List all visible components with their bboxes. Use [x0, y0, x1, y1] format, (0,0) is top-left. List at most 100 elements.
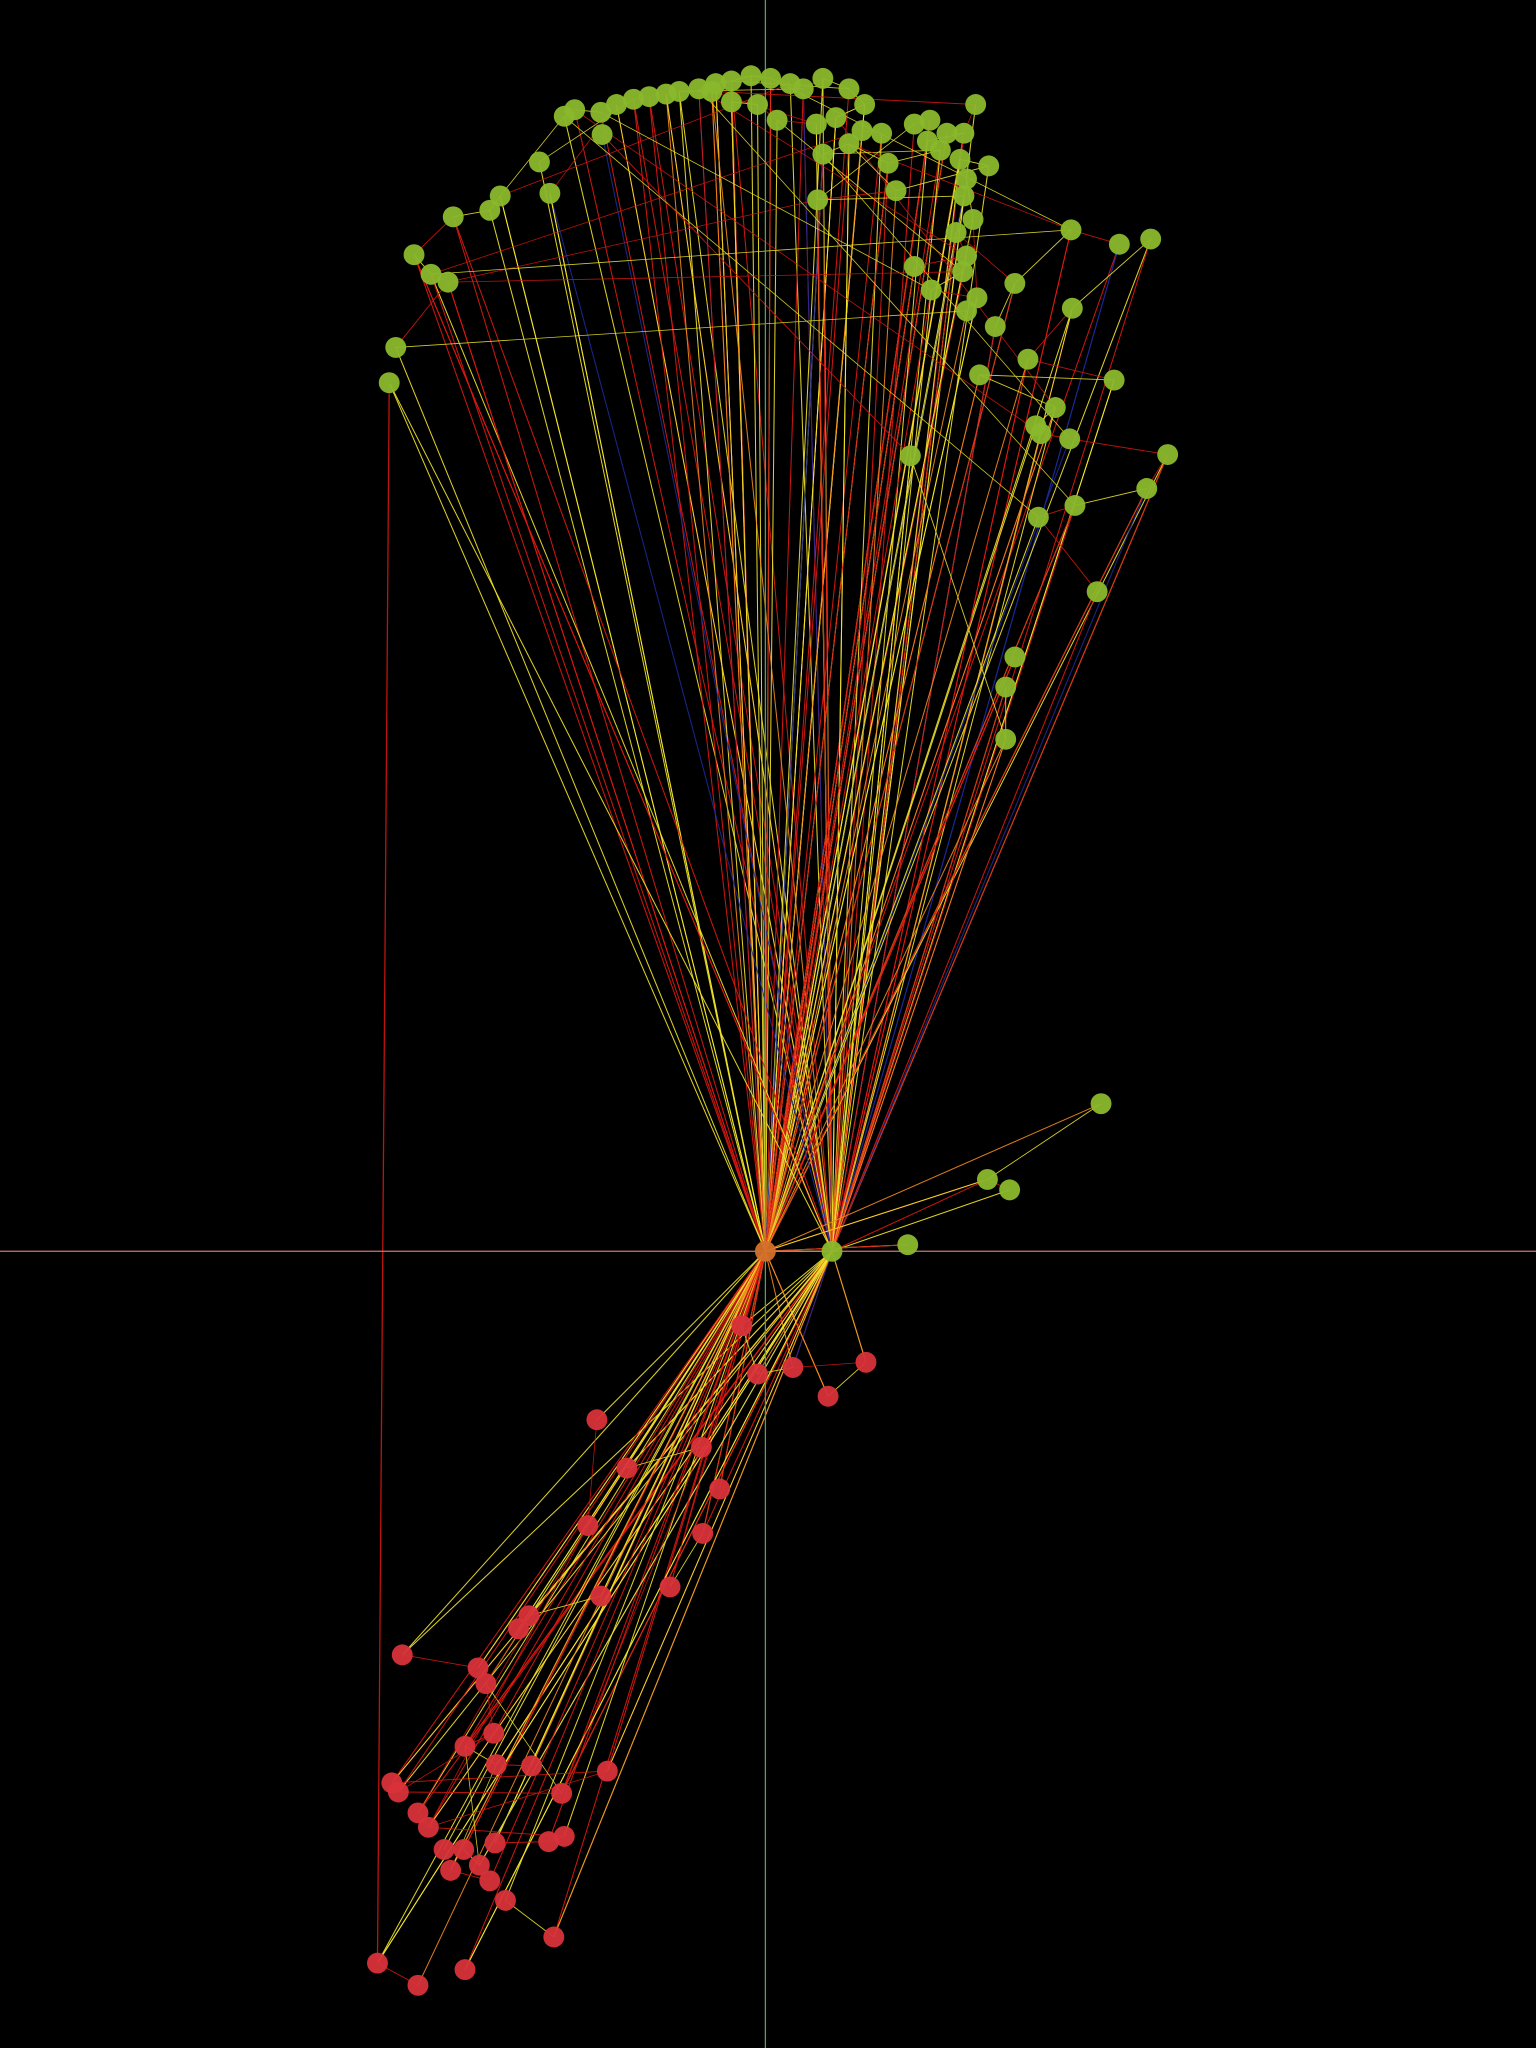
- graph-node[interactable]: [403, 244, 425, 266]
- graph-node[interactable]: [1060, 219, 1082, 241]
- graph-node[interactable]: [564, 99, 586, 121]
- graph-node[interactable]: [485, 1754, 507, 1776]
- graph-node[interactable]: [1004, 646, 1026, 668]
- graph-node[interactable]: [885, 180, 907, 202]
- graph-node[interactable]: [378, 372, 400, 394]
- graph-node[interactable]: [949, 148, 971, 170]
- graph-node[interactable]: [586, 1409, 608, 1431]
- graph-node[interactable]: [690, 1436, 712, 1458]
- graph-node[interactable]: [821, 1240, 843, 1262]
- graph-node[interactable]: [877, 152, 899, 174]
- graph-node[interactable]: [475, 1673, 497, 1695]
- graph-node[interactable]: [479, 199, 501, 221]
- graph-node[interactable]: [1027, 506, 1049, 528]
- graph-node[interactable]: [854, 94, 876, 115]
- graph-node[interactable]: [995, 728, 1017, 750]
- graph-node[interactable]: [805, 113, 827, 135]
- graph-node[interactable]: [871, 122, 893, 144]
- graph-node[interactable]: [543, 1926, 565, 1948]
- graph-node[interactable]: [903, 256, 925, 277]
- graph-node[interactable]: [668, 80, 690, 102]
- graph-node[interactable]: [1044, 397, 1066, 418]
- graph-node[interactable]: [920, 279, 942, 301]
- graph-node[interactable]: [437, 271, 459, 293]
- graph-node[interactable]: [897, 1234, 919, 1256]
- graph-node[interactable]: [1064, 495, 1086, 516]
- graph-node[interactable]: [440, 1859, 462, 1881]
- graph-node[interactable]: [965, 94, 987, 115]
- graph-node[interactable]: [978, 155, 1000, 177]
- graph-node[interactable]: [838, 133, 860, 155]
- graph-node[interactable]: [825, 107, 847, 128]
- graph-node[interactable]: [962, 208, 984, 230]
- graph-node[interactable]: [984, 316, 1006, 337]
- graph-node[interactable]: [747, 94, 768, 115]
- graph-node[interactable]: [483, 1722, 505, 1744]
- graph-node[interactable]: [495, 1889, 516, 1911]
- graph-node[interactable]: [1157, 444, 1179, 465]
- graph-node[interactable]: [659, 1576, 681, 1598]
- graph-node[interactable]: [754, 1240, 776, 1262]
- graph-node[interactable]: [747, 1363, 768, 1385]
- graph-node[interactable]: [577, 1515, 599, 1536]
- graph-node[interactable]: [391, 1644, 413, 1666]
- graph-node[interactable]: [782, 1357, 804, 1378]
- graph-node[interactable]: [945, 222, 967, 243]
- graph-node[interactable]: [692, 1522, 714, 1544]
- graph-node[interactable]: [952, 261, 974, 283]
- graph-node[interactable]: [720, 91, 742, 113]
- graph-node[interactable]: [489, 185, 511, 207]
- graph-node[interactable]: [956, 245, 977, 267]
- graph-node[interactable]: [591, 124, 613, 145]
- graph-node[interactable]: [899, 445, 921, 467]
- graph-node[interactable]: [508, 1618, 529, 1640]
- graph-node[interactable]: [367, 1952, 388, 1974]
- graph-node[interactable]: [1059, 428, 1081, 450]
- graph-node[interactable]: [701, 80, 723, 102]
- graph-node[interactable]: [538, 1831, 560, 1853]
- graph-node[interactable]: [1086, 581, 1108, 603]
- graph-node[interactable]: [903, 113, 925, 135]
- graph-node[interactable]: [817, 1385, 839, 1407]
- graph-node[interactable]: [1140, 228, 1162, 250]
- graph-node[interactable]: [953, 185, 975, 207]
- graph-node[interactable]: [953, 122, 975, 144]
- graph-node[interactable]: [929, 139, 951, 161]
- graph-node[interactable]: [521, 1755, 543, 1777]
- graph-node[interactable]: [1061, 297, 1083, 319]
- graph-node[interactable]: [919, 109, 941, 131]
- graph-node[interactable]: [616, 1457, 638, 1479]
- graph-node[interactable]: [855, 1351, 877, 1373]
- graph-node[interactable]: [766, 109, 788, 131]
- graph-node[interactable]: [999, 1179, 1021, 1201]
- graph-node[interactable]: [528, 151, 550, 173]
- graph-node[interactable]: [995, 676, 1017, 698]
- graph-node[interactable]: [433, 1839, 455, 1860]
- graph-node[interactable]: [596, 1760, 618, 1782]
- graph-node[interactable]: [1108, 233, 1130, 255]
- graph-node[interactable]: [851, 120, 873, 142]
- graph-node[interactable]: [453, 1839, 475, 1860]
- graph-node[interactable]: [454, 1735, 476, 1757]
- graph-node[interactable]: [387, 1781, 409, 1803]
- graph-node[interactable]: [969, 364, 991, 386]
- graph-node[interactable]: [709, 1478, 731, 1500]
- graph-node[interactable]: [792, 78, 814, 100]
- graph-node[interactable]: [760, 67, 782, 89]
- graph-node[interactable]: [936, 122, 958, 144]
- graph-node[interactable]: [385, 336, 407, 358]
- graph-node[interactable]: [420, 263, 442, 285]
- graph-node[interactable]: [812, 67, 834, 89]
- graph-node[interactable]: [442, 206, 464, 228]
- graph-node[interactable]: [606, 94, 627, 115]
- graph-node[interactable]: [590, 1585, 612, 1607]
- graph-node[interactable]: [1136, 478, 1158, 499]
- graph-node[interactable]: [407, 1802, 429, 1824]
- graph-node[interactable]: [484, 1832, 506, 1854]
- graph-node[interactable]: [976, 1168, 998, 1190]
- graph-node[interactable]: [1090, 1093, 1112, 1115]
- graph-node[interactable]: [1004, 272, 1026, 294]
- graph-node[interactable]: [623, 88, 644, 110]
- graph-node[interactable]: [417, 1816, 439, 1838]
- graph-node[interactable]: [590, 101, 612, 123]
